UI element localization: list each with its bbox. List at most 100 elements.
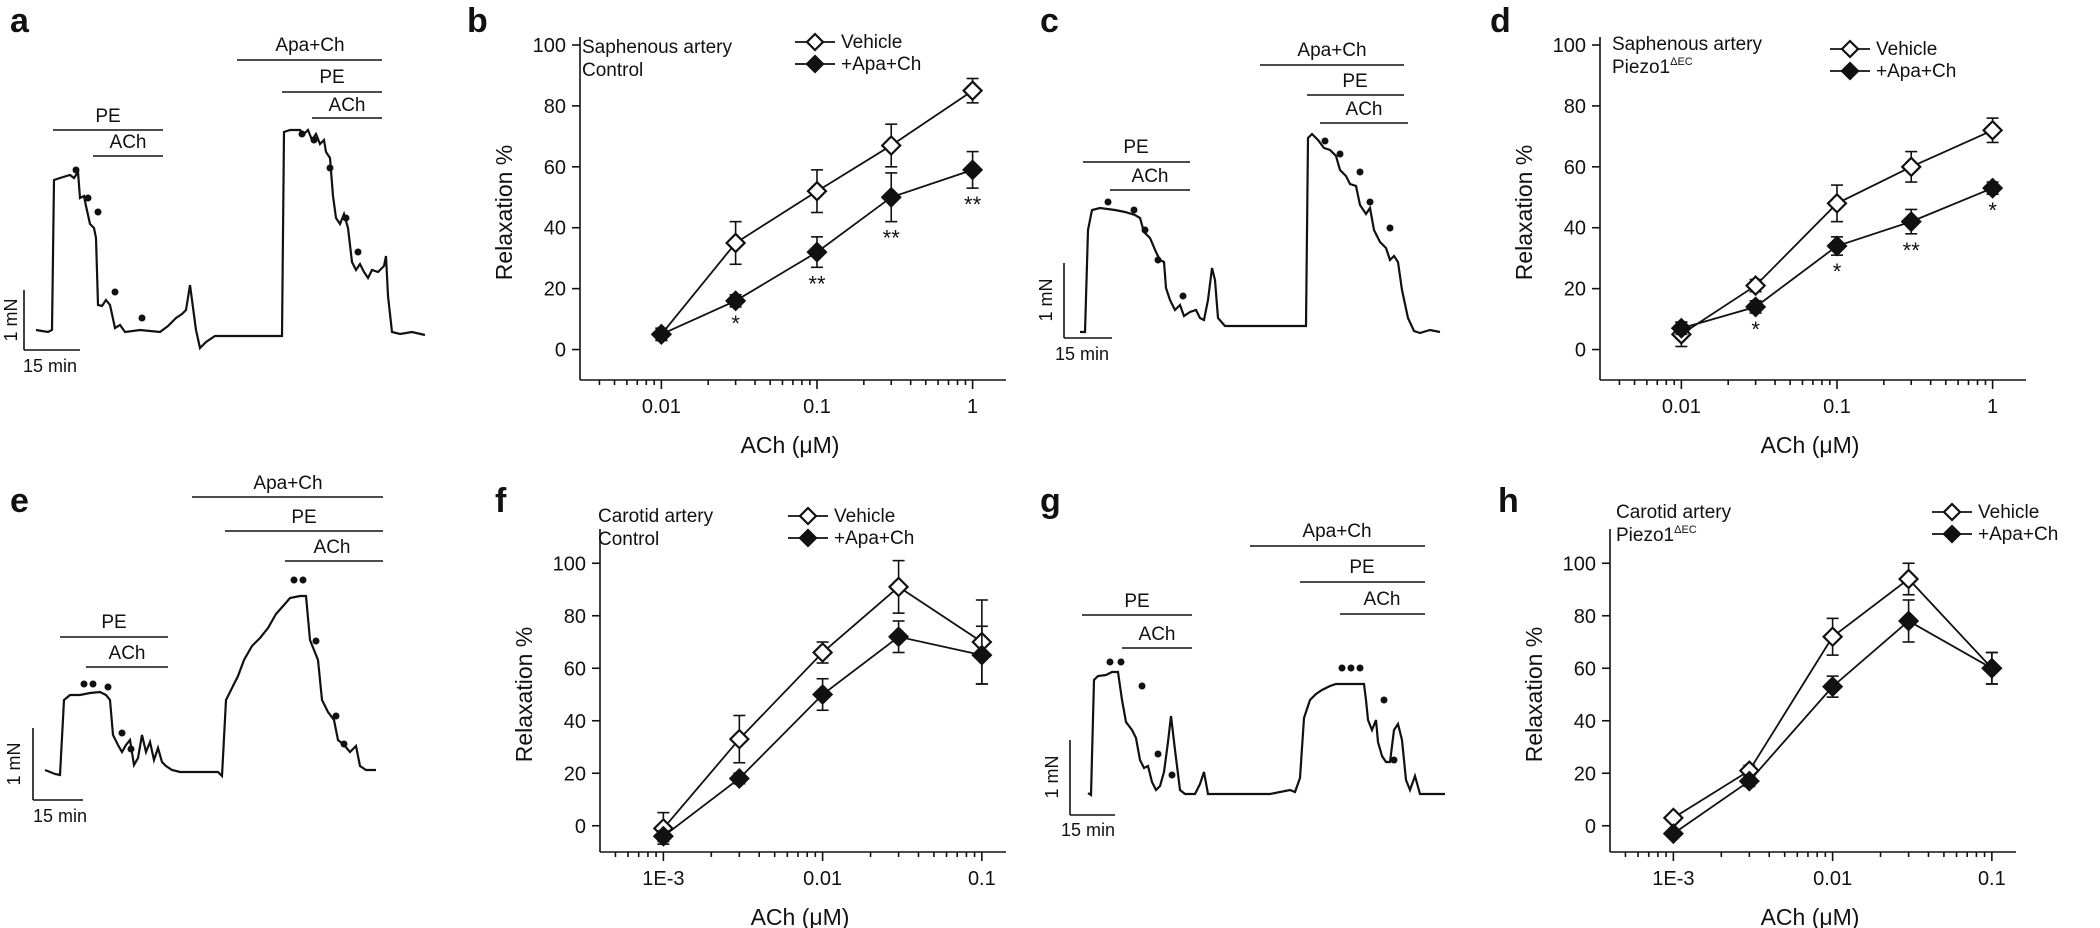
y-axis-label: Relaxation % bbox=[491, 145, 517, 281]
time-point bbox=[299, 576, 307, 584]
time-point bbox=[1347, 664, 1355, 672]
x-tick-label: 0.01 bbox=[1662, 396, 1701, 418]
data-point-vehicle bbox=[728, 728, 750, 750]
time-point bbox=[1104, 198, 1112, 206]
significance-marker: * bbox=[731, 311, 740, 336]
data-point-apa-ch bbox=[1662, 823, 1684, 845]
scale-bar: 1 mN 15 min bbox=[4, 728, 87, 826]
time-point bbox=[1154, 750, 1162, 758]
data-point-apa-ch bbox=[971, 644, 993, 666]
data-point-apa-ch bbox=[1738, 770, 1760, 792]
y-tick-label: 0 bbox=[1575, 340, 1586, 362]
significance-marker: ** bbox=[808, 271, 826, 296]
significance-marker: * bbox=[1988, 198, 1997, 223]
y-tick-label: 20 bbox=[1564, 279, 1586, 301]
legend-label: Vehicle bbox=[1876, 39, 1937, 60]
apa-ch-label: Apa+Ch bbox=[1302, 521, 1371, 542]
data-point-vehicle bbox=[806, 180, 828, 202]
dose-response-chart-h: 0 20 40 60 80 100 1E-3 0.01 0.1 ACh (μM) Relaxatio… bbox=[1521, 502, 2058, 928]
legend-label: +Apa+Ch bbox=[1876, 61, 1956, 82]
panel-label-g: g bbox=[1040, 482, 1061, 520]
data-point-vehicle bbox=[962, 80, 984, 102]
x-axis-label: ACh (μM) bbox=[751, 904, 850, 928]
panel-label-h: h bbox=[1498, 482, 1519, 520]
scale-bar: 1 mN 15 min bbox=[1042, 740, 1115, 840]
panel-label-a: a bbox=[10, 2, 30, 40]
time-point bbox=[1106, 658, 1114, 666]
data-point-vehicle bbox=[888, 576, 910, 598]
x-tick-label: 1 bbox=[967, 396, 978, 418]
y-tick-label: 40 bbox=[1564, 218, 1586, 240]
y-axis-label: Relaxation % bbox=[1521, 627, 1547, 763]
x-tick-label: 0.01 bbox=[642, 396, 681, 418]
scale-x-label: 15 min bbox=[23, 356, 77, 376]
data-point-vehicle bbox=[1745, 275, 1767, 297]
time-point bbox=[84, 194, 92, 202]
ach-label-2: ACh bbox=[329, 95, 366, 116]
ach-label-1: ACh bbox=[1139, 624, 1176, 645]
data-point-apa-ch bbox=[1900, 211, 1922, 233]
data-point-apa-ch bbox=[880, 186, 902, 208]
data-point-vehicle bbox=[1900, 156, 1922, 178]
pe-label-2: PE bbox=[1349, 557, 1374, 578]
x-axis-label: ACh (μM) bbox=[1761, 432, 1860, 458]
time-point bbox=[340, 740, 348, 748]
data-point-vehicle bbox=[1826, 192, 1848, 214]
legend-label: +Apa+Ch bbox=[841, 54, 921, 75]
scale-x-label: 15 min bbox=[33, 806, 87, 826]
time-point bbox=[1366, 198, 1374, 206]
scale-y-label: 1 mN bbox=[1036, 278, 1056, 321]
subtitle-superscript: ΔEC bbox=[1674, 524, 1697, 536]
time-points bbox=[80, 576, 348, 753]
chart-title: Carotid artery bbox=[1616, 502, 1732, 523]
ach-label-2: ACh bbox=[1364, 589, 1401, 610]
time-points bbox=[72, 130, 362, 322]
apa-ch-label: Apa+Ch bbox=[1297, 40, 1366, 61]
x-tick-label: 0.1 bbox=[968, 868, 996, 890]
x-tick-label: 1E-3 bbox=[642, 868, 684, 890]
significance-marker: ** bbox=[1903, 238, 1921, 263]
significance-marker: ** bbox=[964, 192, 982, 217]
legend-marker bbox=[1942, 524, 1962, 544]
legend-label: Vehicle bbox=[1978, 502, 2039, 523]
time-point bbox=[1179, 292, 1187, 300]
scale-x-label: 15 min bbox=[1055, 344, 1109, 364]
x-tick-label: 0.1 bbox=[1823, 396, 1851, 418]
time-point bbox=[138, 314, 146, 322]
y-tick-label: 60 bbox=[564, 658, 586, 680]
time-point bbox=[80, 680, 88, 688]
dose-response-chart-b: 0 20 40 60 80 100 0.01 0.1 1 ACh (μM) Relaxation %… bbox=[491, 32, 1006, 458]
time-point bbox=[1138, 682, 1146, 690]
apa-ch-label: Apa+Ch bbox=[253, 473, 322, 494]
y-tick-label: 40 bbox=[544, 218, 566, 240]
significance-marker: * bbox=[1751, 317, 1760, 342]
tension-trace bbox=[44, 594, 376, 779]
pe-label-1: PE bbox=[101, 612, 126, 633]
significance-marker: ** bbox=[883, 226, 901, 251]
y-tick-label: 0 bbox=[1585, 816, 1596, 838]
time-point bbox=[111, 288, 119, 296]
panel-label-c: c bbox=[1040, 2, 1059, 40]
subtitle-text: Piezo1 bbox=[1612, 57, 1670, 78]
legend-marker bbox=[1942, 502, 1962, 522]
y-tick-label: 80 bbox=[564, 606, 586, 628]
legend-marker bbox=[798, 506, 818, 526]
panel-label-b: b bbox=[467, 2, 488, 40]
data-point-apa-ch bbox=[1745, 296, 1767, 318]
tension-trace bbox=[1087, 670, 1445, 798]
y-tick-label: 100 bbox=[533, 35, 566, 57]
series-line-vehicle bbox=[1672, 577, 1993, 819]
chart-subtitle: Control bbox=[582, 60, 643, 81]
data-point-vehicle bbox=[880, 134, 902, 157]
time-point bbox=[1356, 664, 1364, 672]
subtitle-text: Control bbox=[582, 60, 643, 81]
data-point-vehicle bbox=[1982, 119, 2004, 141]
data-point-apa-ch bbox=[725, 290, 747, 312]
data-point-vehicle bbox=[1822, 626, 1844, 648]
time-point bbox=[326, 164, 334, 172]
time-point bbox=[1380, 696, 1388, 704]
y-tick-label: 100 bbox=[1563, 553, 1596, 575]
trace-panel-a: a Apa+Ch PE ACh PE ACh 1 mN 15 min bbox=[1, 2, 426, 376]
time-point bbox=[310, 136, 318, 144]
